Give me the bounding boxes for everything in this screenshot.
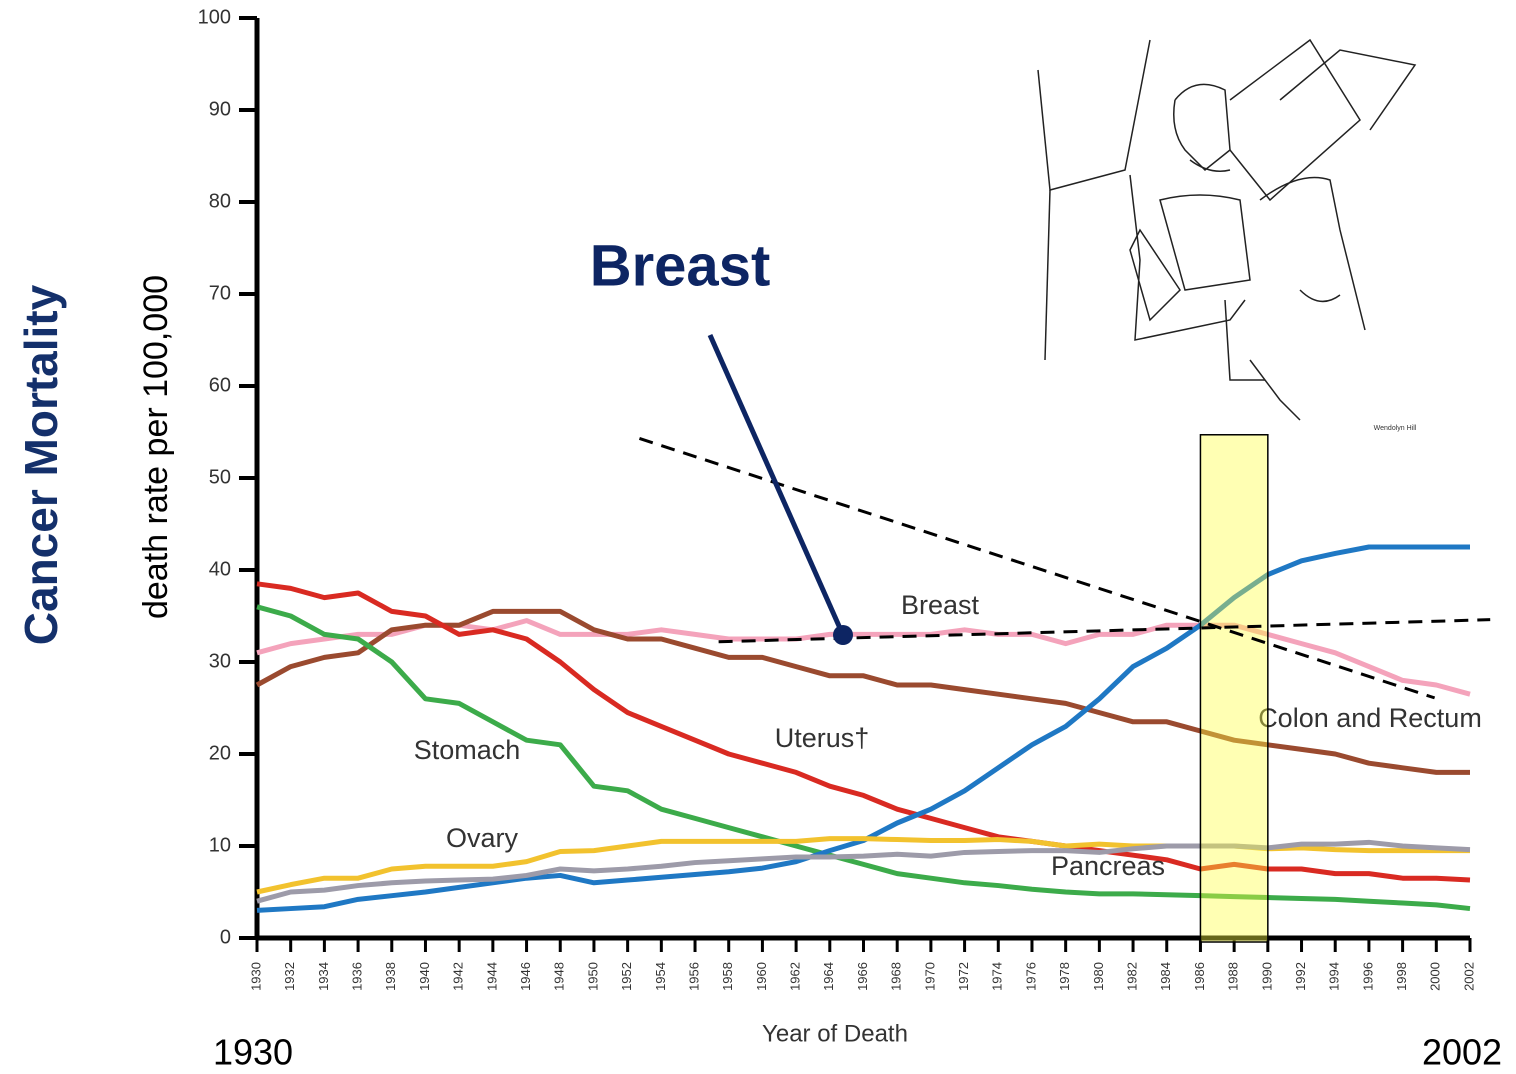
x-tick-label: 1974	[990, 962, 1005, 991]
x-tick-label: 1952	[619, 962, 634, 991]
x-tick-label: 1978	[1057, 962, 1072, 991]
x-tick-label: 1932	[282, 962, 297, 991]
series-label: Stomach	[414, 735, 521, 765]
y-tick-label: 60	[209, 374, 231, 396]
x-tick-label: 1962	[788, 962, 803, 991]
series-label: Ovary	[446, 823, 519, 853]
y-tick-label: 10	[209, 834, 231, 856]
x-tick-label: 1968	[889, 962, 904, 991]
headline: Cancer Mortality	[15, 284, 67, 645]
x-tick-label: 1942	[451, 962, 466, 991]
x-tick-label: 2002	[1461, 962, 1476, 991]
x-tick-label: 1976	[1023, 962, 1038, 991]
chart: 0 10 20 30 40 50 60 70 80 90 100 1930 1932 1934 1936 19…	[0, 0, 1516, 1074]
x-tick-label: 1956	[686, 962, 701, 991]
illustration-credit: Wendolyn Hill	[1374, 425, 1417, 432]
x-tick-label: 1986	[1192, 962, 1207, 991]
y-tick-label: 90	[209, 98, 231, 120]
x-tick-label: 1950	[585, 962, 600, 991]
x-tick-label: 1944	[484, 962, 499, 991]
x-tick-label: 1946	[518, 962, 533, 991]
x-tick-label: 1982	[1124, 962, 1139, 991]
x-tick-label: 2000	[1428, 962, 1443, 991]
series-label: Colon and Rectum	[1258, 703, 1482, 733]
series-label: Uterus†	[775, 723, 870, 753]
x-tick-label: 1940	[417, 962, 432, 991]
x-tick-label: 1996	[1360, 962, 1375, 991]
y-tick-label: 100	[198, 6, 231, 28]
x-tick-label: 1990	[1259, 962, 1274, 991]
series-line	[257, 621, 1470, 695]
y-tick-label: 50	[209, 466, 231, 488]
y-tick-label: 20	[209, 742, 231, 764]
x-tick-label: 1958	[720, 962, 735, 991]
series-label: Breast	[901, 590, 980, 620]
x-tick-label: 1998	[1394, 962, 1409, 991]
x-tick-label: 1966	[855, 962, 870, 991]
x-tick-label: 1930	[248, 962, 263, 991]
x-tick-label: 1970	[922, 962, 937, 991]
x-tick-label: 1988	[1226, 962, 1241, 991]
x-tick-label: 1992	[1293, 962, 1308, 991]
x-tick-label: 1936	[350, 962, 365, 991]
x-tick-label: 1954	[653, 962, 668, 991]
x-tick-label: 1980	[1091, 962, 1106, 991]
annotation: Breast	[590, 233, 771, 298]
x-tick-label: 1994	[1327, 962, 1342, 991]
range-label: 1930	[213, 1032, 293, 1073]
y-tick-label: 40	[209, 558, 231, 580]
y-axis-label: death rate per 100,000	[137, 275, 175, 619]
annotation-dot	[833, 625, 853, 645]
x-tick-label: 1960	[754, 962, 769, 991]
x-tick-label: 1938	[383, 962, 398, 991]
x-tick-label: 1948	[552, 962, 567, 991]
x-tick-label: 1984	[1158, 962, 1173, 991]
annotation-arrow	[710, 335, 843, 635]
y-tick-label: 70	[209, 282, 231, 304]
range-label: 2002	[1422, 1032, 1502, 1073]
x-tick-label: 1964	[821, 962, 836, 991]
y-tick-label: 30	[209, 650, 231, 672]
illustration	[1038, 40, 1415, 420]
series-label: Pancreas	[1051, 851, 1165, 881]
x-axis-label: Year of Death	[762, 1020, 908, 1047]
y-tick-label: 0	[220, 926, 231, 948]
highlight-band	[1200, 435, 1267, 942]
x-tick-label: 1934	[316, 962, 331, 991]
x-tick-label: 1972	[956, 962, 971, 991]
y-tick-label: 80	[209, 190, 231, 212]
